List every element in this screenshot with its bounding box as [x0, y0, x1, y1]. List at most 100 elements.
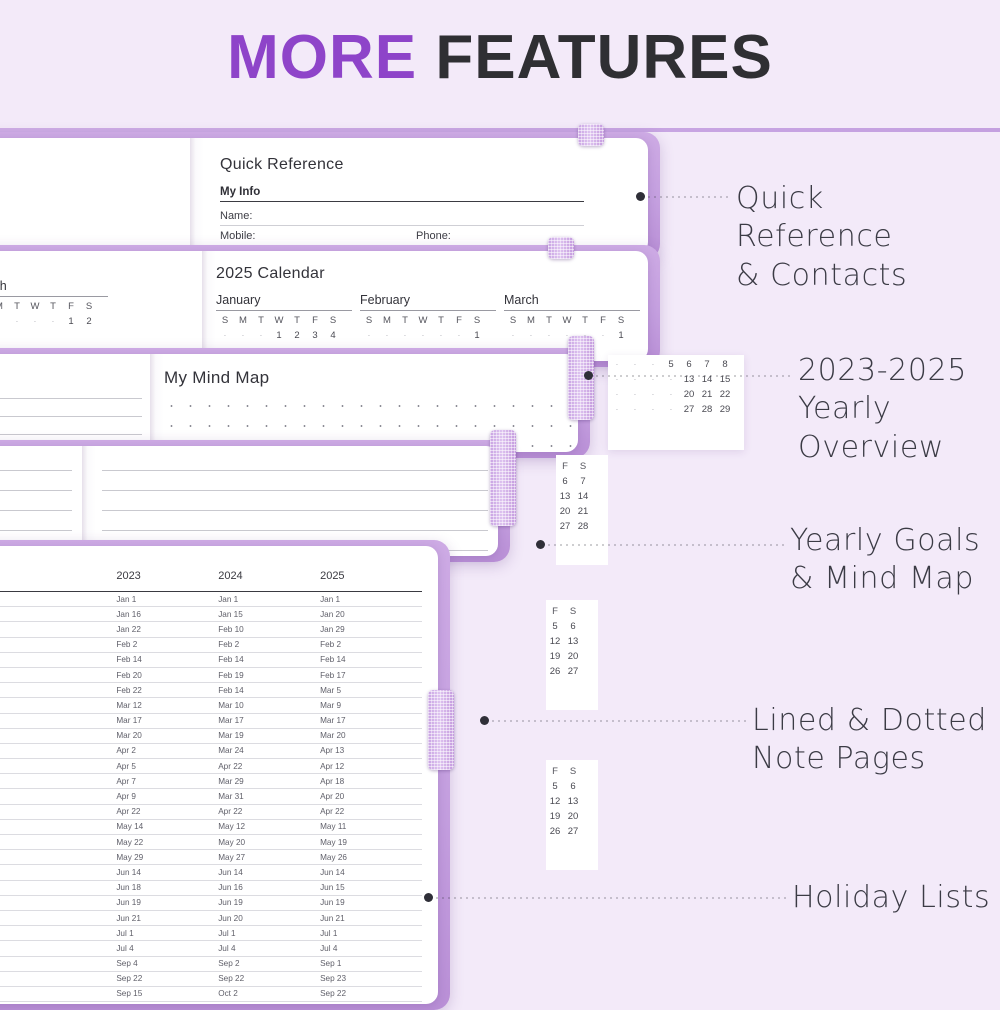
notebook-quick-reference[interactable]: Quick Reference My Info Name: Mobile: Ph… — [0, 124, 660, 270]
holiday-date-2023: Feb 14 — [116, 652, 219, 668]
holiday-date-2025: Jul 4 — [320, 940, 422, 957]
holiday-date-2024: Feb 19 — [218, 667, 321, 684]
holiday-date-2023: Mar 17 — [116, 713, 219, 729]
holidays-table: Holidays 2023 2024 2025 New Year's DayJa… — [0, 564, 422, 1003]
holiday-date-2025: May 19 — [320, 834, 422, 851]
quick-reference-field-name: Name: — [220, 210, 584, 226]
holiday-date-2025: Jun 15 — [320, 880, 422, 896]
edge-fragment-dow: F S — [552, 766, 577, 777]
holiday-date-2023: Sep 15 — [116, 986, 219, 1003]
holiday-name: First Day of Summer* — [0, 910, 117, 927]
calendar-month-march: March S M T W T F S · · · · · · 1 — [504, 293, 640, 341]
holiday-date-2023: Jan 22 — [116, 621, 219, 638]
holiday-date-2025: Sep 22 — [320, 986, 422, 1003]
holiday-name: Mother's Day — [0, 819, 117, 836]
callout-quick-reference: Quick Reference & Contacts — [736, 181, 908, 293]
holiday-date-2025: Jan 20 — [320, 606, 422, 623]
holiday-date-2023: Apr 9 — [116, 788, 219, 805]
holiday-date-2023: Feb 2 — [116, 637, 219, 653]
holiday-date-2025: Jul 1 — [320, 925, 422, 942]
month-week: · · · · · · 1 — [511, 330, 624, 341]
holiday-name: Victoria Day (Canada) — [0, 834, 117, 851]
holiday-date-2023: Jun 14 — [116, 864, 219, 881]
holiday-date-2023: Sep 22 — [116, 971, 219, 987]
leader-dot-yearly-overview — [584, 371, 593, 380]
holiday-name: Ash Wednesday — [0, 682, 117, 699]
notebook-page: T F S 1 2 3 March S M T W T — [0, 251, 648, 361]
holiday-date-2025: Jun 19 — [320, 895, 422, 911]
holiday-date-2023: May 22 — [116, 834, 219, 851]
holiday-date-2024: May 12 — [218, 819, 321, 836]
holiday-date-2024: Feb 10 — [218, 621, 321, 638]
holiday-date-2023: Apr 22 — [116, 804, 219, 820]
edge-fragment-row: 26 27 — [549, 826, 579, 837]
left-page-lines — [0, 398, 142, 452]
notebook-page — [0, 446, 498, 556]
edge-fragment-row: 12 13 — [549, 796, 579, 807]
holiday-date-2024: Feb 2 — [218, 637, 321, 653]
header-divider — [0, 128, 1000, 132]
page-gutter — [202, 251, 216, 361]
holiday-name: Easter — [0, 788, 117, 805]
leader-dot-quick-reference — [636, 192, 645, 201]
holiday-name: Presidents' Day — [0, 667, 117, 684]
quick-reference-field-phone: Phone: — [416, 230, 451, 242]
holiday-date-2024: Mar 19 — [218, 728, 321, 744]
holiday-date-2025: Feb 14 — [320, 652, 422, 668]
notebook-holidays[interactable]: Holidays 2023 2024 2025 New Year's DayJa… — [0, 540, 454, 1010]
holiday-name: Juneteenth — [0, 895, 117, 911]
holiday-date-2025: Sep 1 — [320, 956, 422, 972]
holiday-name: Father's Day — [0, 880, 117, 896]
elastic-band — [490, 430, 516, 526]
notebook-page: Holidays 2023 2024 2025 New Year's DayJa… — [0, 546, 438, 1004]
holiday-name: Independence Day — [0, 940, 117, 957]
holiday-date-2025: Jan 29 — [320, 621, 422, 638]
notebook-calendar[interactable]: T F S 1 2 3 March S M T W T — [0, 237, 660, 377]
callout-holiday-lists: Holiday Lists — [792, 880, 991, 915]
calendar-month-february: February S M T W T F S · · · · · · — [360, 293, 496, 341]
holiday-date-2025: Apr 22 — [320, 804, 422, 820]
holiday-date-2024: Jan 15 — [218, 606, 321, 623]
page-title: MORE FEATURES — [0, 22, 1000, 93]
holiday-date-2025: Feb 2 — [320, 637, 422, 653]
holiday-date-2024: Apr 22 — [218, 804, 321, 820]
edge-month-name: March — [0, 279, 108, 297]
month-name: March — [504, 293, 640, 311]
holiday-date-2024: Jun 16 — [218, 880, 321, 896]
quick-reference-field-mobile: Mobile: — [220, 230, 584, 246]
holiday-date-2024: Jun 14 — [218, 864, 321, 881]
month-dow: S M T W T F S — [365, 315, 481, 326]
edge-fragment-row: 27 28 — [559, 521, 589, 532]
holiday-date-2025: Jun 21 — [320, 910, 422, 927]
holiday-date-2023: May 14 — [116, 819, 219, 836]
holiday-date-2024: May 20 — [218, 834, 321, 851]
leader-line-yearly-overview — [594, 375, 794, 377]
holiday-date-2023: May 29 — [116, 849, 219, 866]
holiday-date-2024: May 27 — [218, 849, 321, 866]
holiday-date-2024: Jul 4 — [218, 940, 321, 957]
holiday-date-2025: Jun 14 — [320, 864, 422, 881]
month-name: February — [360, 293, 496, 311]
elastic-band — [428, 690, 454, 770]
holiday-date-2025: Mar 9 — [320, 697, 422, 714]
page-title-secondary: FEATURES — [435, 23, 773, 92]
